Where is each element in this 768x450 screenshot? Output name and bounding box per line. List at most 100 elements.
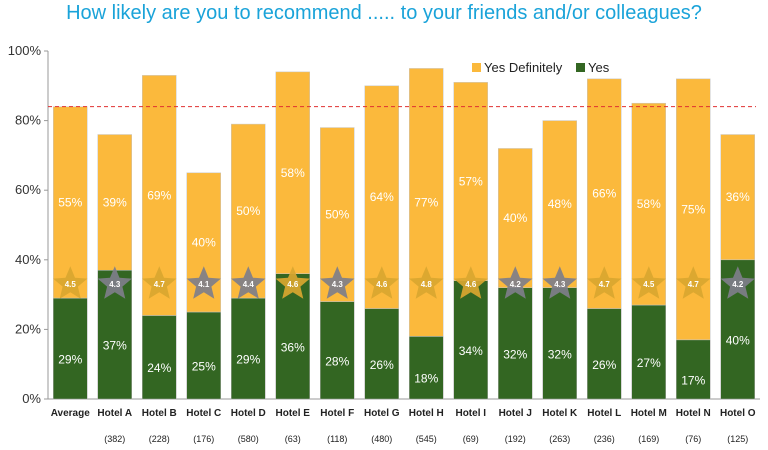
x-sample-size-label: (176) bbox=[193, 434, 214, 444]
data-label-yes-definitely: 66% bbox=[592, 187, 616, 201]
rating-score-label: 4.7 bbox=[688, 280, 700, 289]
x-category-label: Hotel C bbox=[186, 408, 221, 419]
rating-star bbox=[720, 266, 755, 299]
bar-yes-definitely bbox=[676, 78, 711, 341]
bar-yes-definitely bbox=[53, 106, 88, 299]
rating-star bbox=[498, 266, 533, 299]
bar-yes bbox=[231, 297, 266, 400]
x-sample-size-label: (125) bbox=[727, 434, 748, 444]
data-label-yes-definitely: 50% bbox=[325, 208, 349, 222]
data-label-yes-definitely: 75% bbox=[681, 202, 705, 216]
data-label-yes-definitely: 50% bbox=[236, 204, 260, 218]
x-category-label: Hotel H bbox=[409, 408, 444, 419]
data-label-yes: 37% bbox=[103, 339, 127, 353]
bar-yes bbox=[676, 339, 711, 400]
rating-star bbox=[409, 266, 444, 299]
x-sample-size-label: (118) bbox=[327, 434, 347, 444]
x-sample-size-label: (169) bbox=[638, 434, 659, 444]
data-label-yes-definitely: 57% bbox=[459, 175, 483, 189]
x-category-label: Hotel L bbox=[587, 408, 621, 419]
x-category-label: Average bbox=[51, 408, 91, 419]
x-category-label: Hotel F bbox=[320, 408, 354, 419]
data-label-yes-definitely: 48% bbox=[548, 197, 572, 211]
rating-score-label: 4.5 bbox=[65, 280, 77, 289]
data-label-yes: 28% bbox=[325, 354, 349, 368]
x-category-label: Hotel K bbox=[542, 408, 578, 419]
data-label-yes: 32% bbox=[548, 347, 572, 361]
data-label-yes-definitely: 39% bbox=[103, 195, 127, 209]
y-tick-label: 100% bbox=[8, 43, 42, 58]
x-category-label: Hotel E bbox=[276, 408, 311, 419]
x-sample-size-label: (69) bbox=[463, 434, 479, 444]
y-tick-label: 0% bbox=[22, 391, 41, 406]
bar-yes bbox=[275, 273, 310, 400]
bar-yes bbox=[364, 308, 399, 400]
x-category-label: Hotel D bbox=[231, 408, 266, 419]
chart-title: How likely are you to recommend ..... to… bbox=[66, 2, 702, 24]
bar-yes-definitely bbox=[498, 148, 533, 288]
data-label-yes: 27% bbox=[637, 356, 661, 370]
y-tick-label: 20% bbox=[15, 321, 41, 336]
rating-score-label: 4.8 bbox=[421, 280, 433, 289]
bar-yes bbox=[186, 311, 221, 400]
data-label-yes-definitely: 40% bbox=[192, 235, 216, 249]
rating-score-label: 4.4 bbox=[243, 280, 255, 289]
rating-score-label: 4.1 bbox=[198, 280, 210, 289]
x-category-label: Hotel B bbox=[142, 408, 177, 419]
x-category-label: Hotel O bbox=[720, 408, 756, 419]
rating-star bbox=[275, 266, 310, 299]
rating-star bbox=[631, 266, 666, 299]
bar-yes bbox=[587, 308, 622, 400]
bar-yes-definitely bbox=[453, 82, 488, 281]
rating-score-label: 4.5 bbox=[643, 280, 655, 289]
data-label-yes: 34% bbox=[459, 344, 483, 358]
data-label-yes: 26% bbox=[370, 358, 394, 372]
y-tick-label: 80% bbox=[15, 113, 41, 128]
data-label-yes-definitely: 77% bbox=[414, 195, 438, 209]
y-tick-label: 40% bbox=[15, 252, 41, 267]
y-tick-label: 60% bbox=[15, 182, 41, 197]
x-sample-size-label: (236) bbox=[594, 434, 615, 444]
rating-star bbox=[542, 266, 577, 299]
data-label-yes: 32% bbox=[503, 347, 527, 361]
rating-score-label: 4.6 bbox=[287, 280, 299, 289]
rating-star bbox=[453, 266, 488, 299]
data-label-yes-definitely: 58% bbox=[637, 197, 661, 211]
data-label-yes: 29% bbox=[236, 353, 260, 367]
rating-star bbox=[97, 266, 132, 299]
x-category-label: Hotel J bbox=[499, 408, 532, 419]
data-label-yes-definitely: 64% bbox=[370, 190, 394, 204]
rating-score-label: 4.3 bbox=[554, 280, 566, 289]
legend-label-yes: Yes bbox=[588, 60, 610, 75]
x-category-label: Hotel I bbox=[455, 408, 486, 419]
bar-yes-definitely bbox=[97, 134, 132, 271]
legend-swatch-yes-definitely bbox=[472, 63, 481, 72]
data-label-yes: 26% bbox=[592, 358, 616, 372]
legend-swatch-yes bbox=[576, 63, 585, 72]
rating-score-label: 4.2 bbox=[510, 280, 522, 289]
bar-yes bbox=[409, 336, 444, 400]
data-label-yes-definitely: 58% bbox=[281, 166, 305, 180]
data-label-yes: 18% bbox=[414, 372, 438, 386]
x-sample-size-label: (480) bbox=[371, 434, 392, 444]
x-sample-size-label: (192) bbox=[505, 434, 526, 444]
bar-yes bbox=[142, 315, 177, 400]
x-sample-size-label: (228) bbox=[149, 434, 170, 444]
bar-yes bbox=[320, 301, 355, 400]
rating-star bbox=[186, 266, 221, 299]
x-sample-size-label: (545) bbox=[416, 434, 437, 444]
x-category-label: Hotel G bbox=[364, 408, 400, 419]
bar-yes bbox=[453, 280, 488, 400]
data-label-yes: 25% bbox=[192, 360, 216, 374]
data-label-yes-definitely: 36% bbox=[726, 190, 750, 204]
rating-star bbox=[53, 266, 88, 299]
data-label-yes: 36% bbox=[281, 340, 305, 354]
rating-score-label: 4.6 bbox=[465, 280, 477, 289]
data-label-yes: 29% bbox=[58, 353, 82, 367]
data-label-yes-definitely: 69% bbox=[147, 188, 171, 202]
rating-score-label: 4.3 bbox=[109, 280, 121, 289]
rating-star bbox=[587, 266, 622, 299]
data-label-yes: 40% bbox=[726, 333, 750, 347]
x-sample-size-label: (63) bbox=[285, 434, 301, 444]
